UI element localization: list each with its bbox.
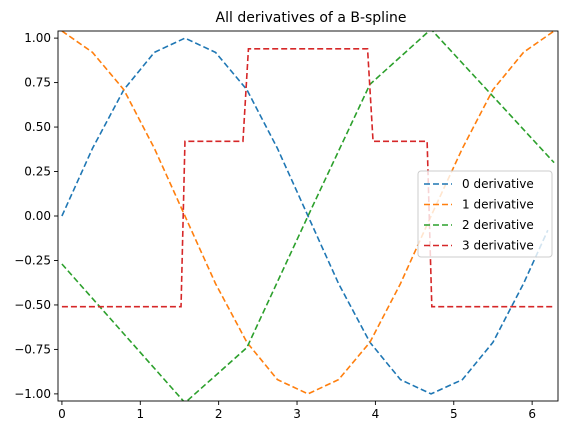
y-tick-label: −0.25 (14, 253, 51, 267)
y-tick-label: −1.00 (14, 387, 51, 401)
legend-label: 3 derivative (462, 239, 534, 253)
y-tick-label: 0.50 (24, 120, 51, 134)
chart-title: All derivatives of a B-spline (216, 10, 407, 26)
legend-label: 2 derivative (462, 218, 534, 232)
y-tick-label: 0.75 (24, 76, 51, 90)
y-tick-label: 1.00 (24, 31, 51, 45)
x-tick-label: 2 (215, 407, 223, 421)
y-tick-label: −0.75 (14, 342, 51, 356)
x-tick-label: 0 (58, 407, 66, 421)
x-tick-label: 6 (528, 407, 536, 421)
x-tick-label: 1 (136, 407, 144, 421)
legend: 0 derivative 1 derivative 2 derivative 3 de… (418, 171, 552, 257)
x-tick-label: 4 (372, 407, 380, 421)
y-tick-label: 0.25 (24, 165, 51, 179)
legend-label: 1 derivative (462, 198, 534, 212)
y-tick-label: 0.00 (24, 209, 51, 223)
x-tick-label: 5 (450, 407, 458, 421)
y-tick-label: −0.50 (14, 298, 51, 312)
legend-label: 0 derivative (462, 177, 534, 191)
x-tick-label: 3 (293, 407, 301, 421)
